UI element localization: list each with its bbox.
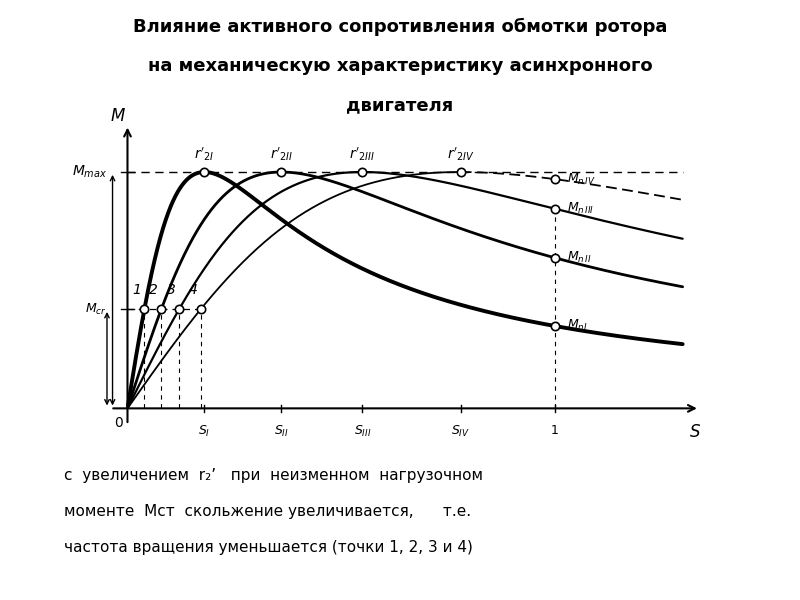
Text: $M_{cr}$: $M_{cr}$ [86, 302, 107, 317]
Text: $r'_{2IV}$: $r'_{2IV}$ [446, 145, 474, 163]
Text: с  увеличением  r₂’   при  неизменном  нагрузочном: с увеличением r₂’ при неизменном нагрузо… [64, 468, 483, 483]
Text: $r'_{2I}$: $r'_{2I}$ [194, 145, 214, 163]
Text: 1: 1 [550, 424, 558, 437]
Text: 0: 0 [114, 416, 122, 430]
Text: S: S [690, 422, 701, 440]
Text: $r'_{2III}$: $r'_{2III}$ [350, 145, 375, 163]
Text: частота вращения уменьшается (точки 1, 2, 3 и 4): частота вращения уменьшается (точки 1, 2… [64, 540, 473, 555]
Text: $M_{n\,II}$: $M_{n\,II}$ [567, 250, 592, 265]
Text: 4: 4 [189, 283, 198, 297]
Text: $M_{n\,IV}$: $M_{n\,IV}$ [567, 172, 596, 187]
Text: $M_{n\,III}$: $M_{n\,III}$ [567, 201, 594, 216]
Text: на механическую характеристику асинхронного: на механическую характеристику асинхронн… [148, 57, 652, 75]
Text: двигателя: двигателя [346, 96, 454, 114]
Text: $r'_{2II}$: $r'_{2II}$ [270, 145, 293, 163]
Text: $S_{II}$: $S_{II}$ [274, 424, 289, 439]
Text: $M_{nI}$: $M_{nI}$ [567, 319, 588, 334]
Text: $S_{III}$: $S_{III}$ [354, 424, 371, 439]
Text: $S_{IV}$: $S_{IV}$ [451, 424, 470, 439]
Text: 2: 2 [150, 283, 158, 297]
Text: $M_{max}$: $M_{max}$ [72, 164, 107, 180]
Text: Влияние активного сопротивления обмотки ротора: Влияние активного сопротивления обмотки … [133, 18, 667, 36]
Text: $S_I$: $S_I$ [198, 424, 210, 439]
Text: 3: 3 [167, 283, 176, 297]
Text: моменте  Mст  скольжение увеличивается,      т.е.: моменте Mст скольжение увеличивается, т.… [64, 504, 471, 519]
Text: 1: 1 [132, 283, 141, 297]
Text: M: M [111, 107, 126, 125]
